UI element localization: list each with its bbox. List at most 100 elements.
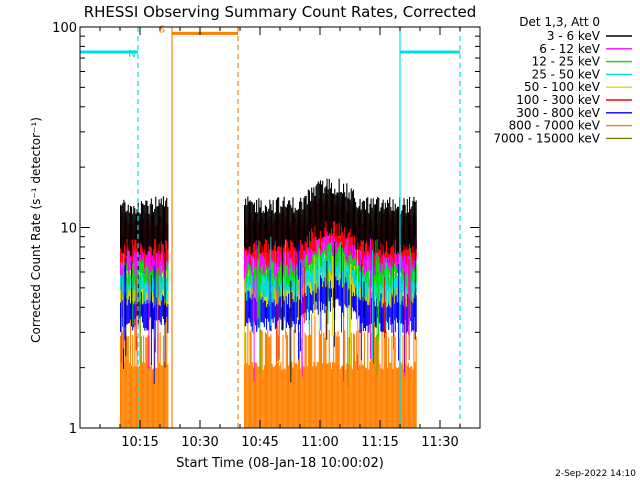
series-800-7000-kev-bar <box>350 332 352 428</box>
band-mark <box>414 202 416 245</box>
series-800-7000-kev-bar <box>354 334 356 428</box>
band-mark <box>142 278 144 305</box>
x-tick-label: 10:30 <box>181 435 218 450</box>
series-800-7000-kev-bar <box>158 362 160 428</box>
band-mark <box>285 207 287 239</box>
band-mark <box>156 271 158 296</box>
band-mark <box>315 185 317 237</box>
band-mark <box>356 207 358 251</box>
legend-label: 50 - 100 keV <box>524 80 601 94</box>
series-800-7000-kev-bar <box>389 362 391 428</box>
band-mark <box>255 273 257 326</box>
band-mark <box>158 269 160 298</box>
y-tick-label: 10 <box>60 222 77 237</box>
band-mark <box>333 254 335 274</box>
series-800-7000-kev-bar <box>311 313 313 428</box>
band-mark <box>367 197 369 251</box>
band-mark <box>393 210 395 253</box>
series-800-7000-kev-bar <box>146 337 148 428</box>
band-mark <box>261 270 263 294</box>
series-800-7000-kev-bar <box>407 363 409 428</box>
series-800-7000-kev-bar <box>365 367 367 428</box>
band-mark <box>160 288 162 325</box>
series-800-7000-kev-bar <box>384 329 386 428</box>
legend-label: 25 - 50 keV <box>532 67 601 81</box>
series-800-7000-kev-bar <box>299 332 301 428</box>
band-mark <box>339 254 341 275</box>
band-mark <box>311 251 313 287</box>
x-axis-label: Start Time (08-Jan-18 10:00:02) <box>176 456 384 471</box>
band-mark <box>402 262 404 293</box>
band-mark <box>284 206 286 243</box>
band-mark <box>359 238 361 272</box>
band-mark <box>257 212 259 246</box>
band-mark <box>365 279 367 332</box>
band-mark <box>259 236 261 273</box>
flag-label-s: S <box>159 24 165 35</box>
series-800-7000-kev-bar <box>396 368 398 428</box>
band-mark <box>124 247 126 281</box>
legend-label: 100 - 300 keV <box>516 93 600 107</box>
band-mark <box>161 277 163 290</box>
series-800-7000-kev-bar <box>140 336 142 428</box>
band-mark <box>255 212 257 250</box>
band-mark <box>245 198 247 251</box>
band-mark <box>273 213 275 246</box>
series-800-7000-kev-bar <box>273 366 275 428</box>
band-mark <box>162 196 164 245</box>
band-mark <box>143 280 145 328</box>
band-mark <box>392 281 394 297</box>
band-mark <box>253 255 255 281</box>
band-mark <box>369 283 371 325</box>
band-mark <box>376 278 378 328</box>
series-800-7000-kev-bar <box>367 311 369 428</box>
band-mark <box>278 288 280 320</box>
band-mark <box>167 206 169 250</box>
series-800-7000-kev-bar <box>260 329 262 428</box>
band-mark <box>145 287 147 328</box>
band-mark <box>143 204 145 254</box>
band-mark <box>404 204 406 250</box>
series-800-7000-kev-bar <box>318 329 320 428</box>
band-mark <box>271 210 273 251</box>
band-mark <box>135 213 137 240</box>
band-mark <box>261 212 263 247</box>
series-800-7000-kev-bar <box>275 309 277 428</box>
band-mark <box>367 270 369 301</box>
band-mark <box>413 196 415 253</box>
band-mark <box>266 206 268 240</box>
band-mark <box>165 264 167 299</box>
legend-label: 12 - 25 keV <box>532 55 601 69</box>
band-mark <box>381 244 383 287</box>
band-mark <box>396 206 398 252</box>
band-mark <box>328 234 330 260</box>
band-mark <box>382 199 384 246</box>
band-mark <box>352 189 354 245</box>
series-800-7000-kev-bar <box>134 308 136 428</box>
band-mark <box>335 252 337 276</box>
series-800-7000-kev-bar <box>326 364 328 428</box>
series-800-7000-kev-bar <box>272 366 274 428</box>
band-mark <box>286 249 288 283</box>
band-mark <box>256 268 258 302</box>
series-800-7000-kev-bar <box>252 367 254 428</box>
band-mark <box>325 186 327 222</box>
band-mark <box>157 206 159 255</box>
x-tick-label: 11:00 <box>301 435 338 450</box>
series-800-7000-kev-bar <box>405 332 407 428</box>
band-mark <box>349 212 351 246</box>
band-mark <box>146 271 148 293</box>
band-mark <box>391 278 393 333</box>
band-mark <box>295 209 297 251</box>
band-mark <box>246 275 248 301</box>
band-mark <box>120 204 122 249</box>
band-mark <box>288 200 290 248</box>
band-mark <box>280 244 282 283</box>
band-mark <box>359 198 361 247</box>
band-mark <box>370 276 372 324</box>
series-800-7000-kev-bar <box>250 332 252 428</box>
band-mark <box>377 276 379 302</box>
band-mark <box>354 270 356 286</box>
band-mark <box>136 209 138 248</box>
series-800-7000-kev-bar <box>336 336 338 428</box>
